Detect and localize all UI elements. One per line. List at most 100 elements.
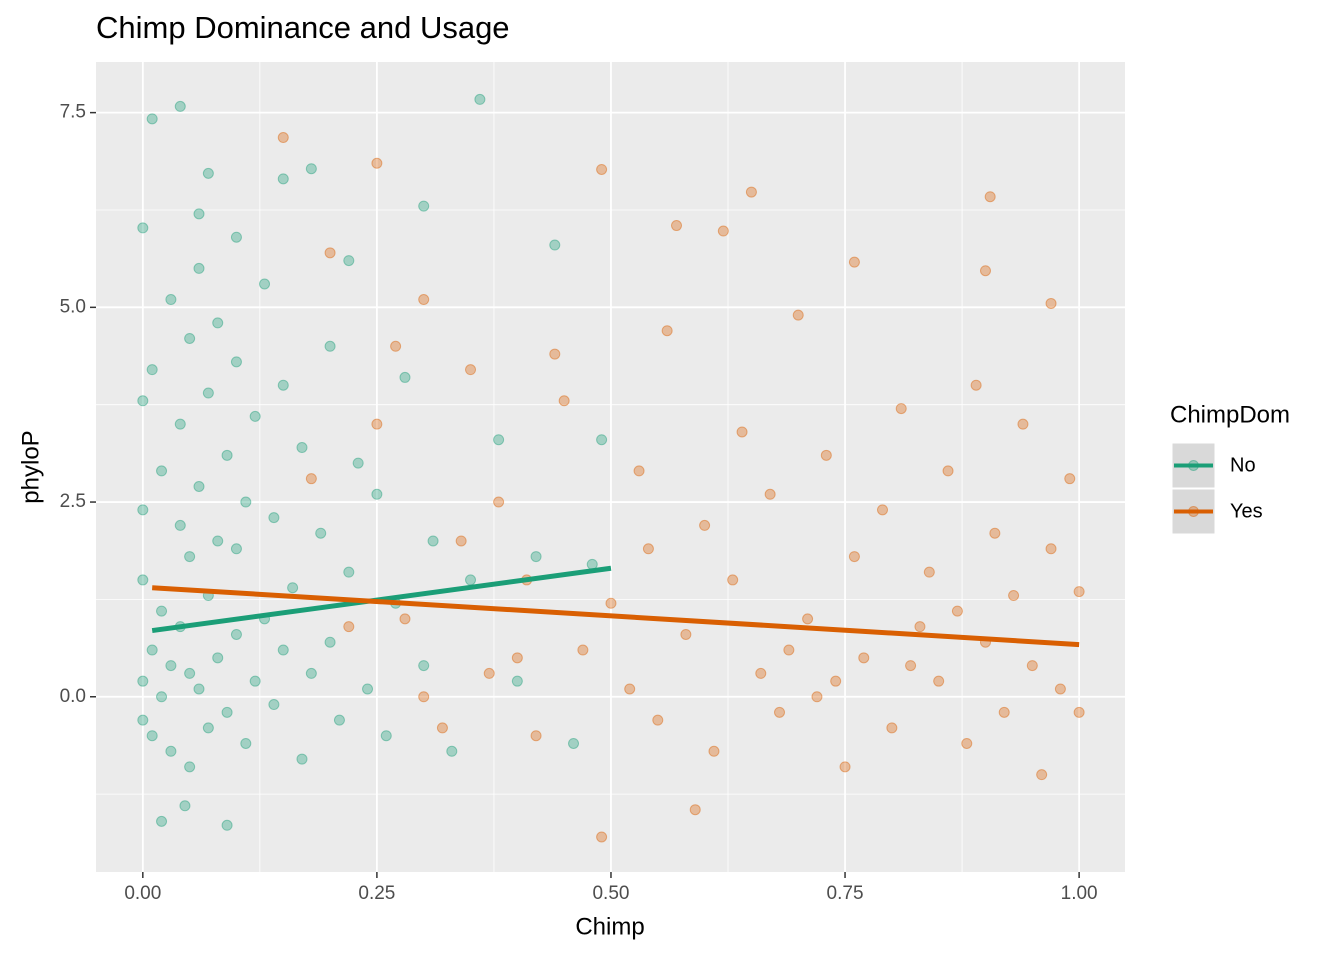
point [493, 434, 505, 446]
point [156, 465, 168, 477]
point [212, 652, 224, 664]
x-tick-label: 1.00 [1061, 883, 1098, 904]
point [680, 628, 692, 640]
point [465, 574, 477, 586]
point [240, 496, 252, 508]
point [633, 465, 645, 477]
point [811, 691, 823, 703]
point [184, 761, 196, 773]
point [418, 691, 430, 703]
point [549, 348, 561, 360]
point [549, 239, 561, 251]
point [221, 706, 233, 718]
point [418, 294, 430, 306]
point [530, 730, 542, 742]
point [193, 480, 205, 492]
x-axis-label: Chimp [575, 913, 644, 940]
point [146, 113, 158, 125]
point [820, 449, 832, 461]
point [390, 340, 402, 352]
point [418, 660, 430, 672]
x-tick-label: 0.50 [592, 883, 629, 904]
point [923, 566, 935, 578]
point [605, 597, 617, 609]
point [240, 737, 252, 749]
point [184, 332, 196, 344]
point [343, 255, 355, 267]
point [399, 613, 411, 625]
point [212, 535, 224, 547]
point [848, 256, 860, 268]
point [174, 418, 186, 430]
point [783, 644, 795, 656]
point [137, 714, 149, 726]
point [296, 753, 308, 765]
point [193, 683, 205, 695]
point [876, 504, 888, 516]
point [530, 551, 542, 563]
point [343, 566, 355, 578]
point [268, 699, 280, 711]
point [230, 356, 242, 368]
y-tick-label: 0.0 [60, 686, 86, 707]
legend-label: No [1230, 454, 1256, 476]
point [277, 644, 289, 656]
point [380, 730, 392, 742]
point [249, 410, 261, 422]
point [1064, 473, 1076, 485]
point [324, 340, 336, 352]
point [671, 220, 683, 232]
point [465, 364, 477, 376]
point [1054, 683, 1066, 695]
legend-title: ChimpDom [1170, 401, 1290, 428]
point [624, 683, 636, 695]
point [1017, 418, 1029, 430]
point [362, 683, 374, 695]
point [1036, 769, 1048, 781]
point [642, 543, 654, 555]
point [174, 519, 186, 531]
point [165, 294, 177, 306]
point [858, 652, 870, 664]
point [418, 200, 430, 212]
point [193, 208, 205, 220]
point [755, 667, 767, 679]
point [230, 543, 242, 555]
point [230, 628, 242, 640]
point [137, 675, 149, 687]
point [156, 605, 168, 617]
point [1073, 586, 1085, 598]
point [577, 644, 589, 656]
point [474, 93, 486, 105]
point [324, 247, 336, 259]
point [717, 225, 729, 237]
point [886, 722, 898, 734]
point [596, 163, 608, 175]
point [268, 512, 280, 524]
y-tick-label: 2.5 [60, 491, 86, 512]
point [305, 667, 317, 679]
point [324, 636, 336, 648]
point [493, 496, 505, 508]
point [174, 100, 186, 112]
x-tick-label: 0.25 [358, 883, 395, 904]
point [137, 504, 149, 516]
point [212, 317, 224, 329]
point [1026, 660, 1038, 672]
point [202, 722, 214, 734]
point [146, 730, 158, 742]
point [259, 278, 271, 290]
point [455, 535, 467, 547]
point [221, 449, 233, 461]
point [184, 667, 196, 679]
point [689, 804, 701, 816]
legend-label: Yes [1230, 500, 1263, 522]
point [661, 325, 673, 337]
y-axis-label: phyloP [17, 430, 44, 503]
point [230, 231, 242, 243]
point [436, 722, 448, 734]
point [165, 745, 177, 757]
point [146, 364, 158, 376]
trend-line [152, 585, 1080, 648]
